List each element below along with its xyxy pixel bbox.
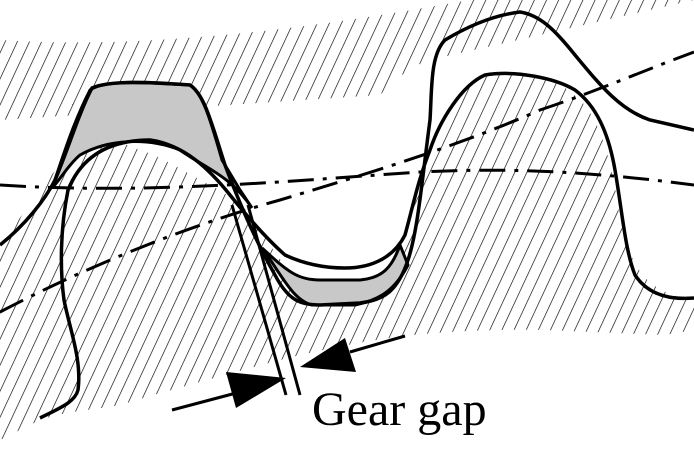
lower-gear-profile: [39, 71, 694, 420]
upper-pitch-line: [0, 168, 694, 190]
upper-gear-profile: [0, 10, 694, 307]
gap-arrow-left: [171, 372, 286, 412]
lower-pitch-line: [0, 50, 694, 314]
gear-gap-label: Gear gap: [312, 383, 487, 436]
gap-arrow-right: [300, 334, 406, 372]
gap-flank-line-left: [230, 204, 288, 396]
gap-flank-line-right: [246, 204, 302, 396]
